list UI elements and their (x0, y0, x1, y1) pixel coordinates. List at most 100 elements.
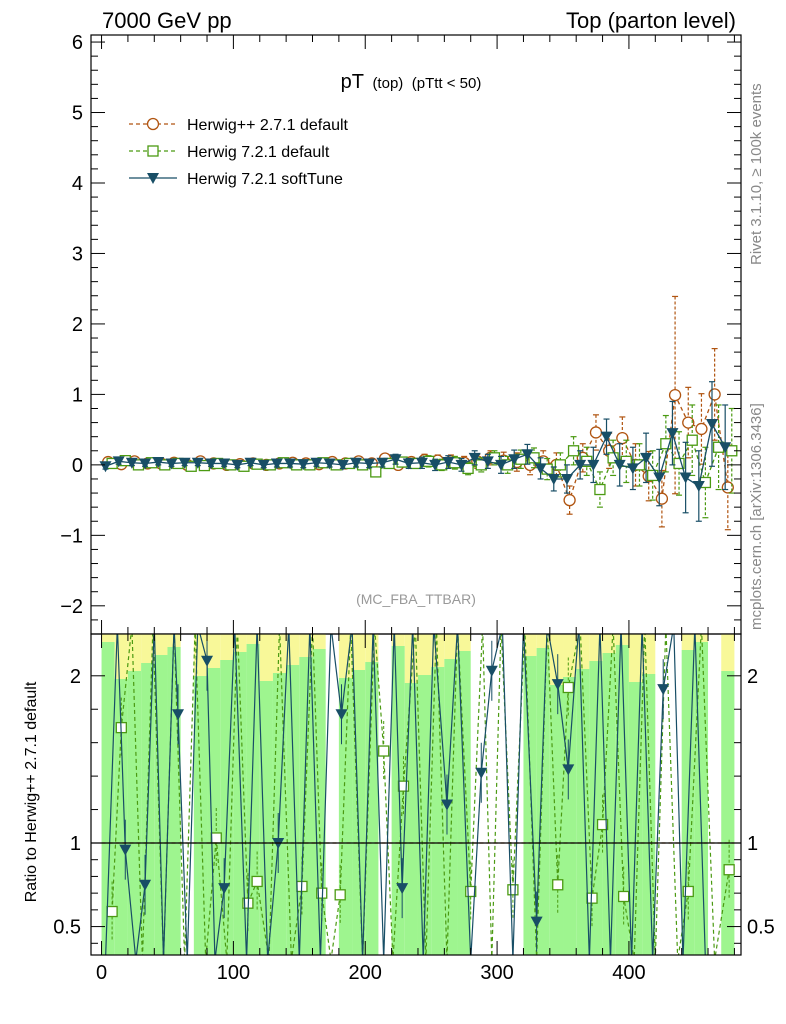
legend-marker (147, 145, 159, 157)
ratio-panel: 0.5 0.5 1 1 2 2 0 100 200 300 400 Ratio to Herwig… (23, 633, 775, 984)
y-tick-label: 4 (72, 173, 83, 195)
ratio-y-tick-label-right: 0.5 (747, 917, 775, 939)
ratio-point (210, 832, 222, 844)
data-point (567, 445, 580, 457)
ratio-point (251, 875, 263, 888)
data-point (686, 434, 698, 446)
band-green (127, 671, 142, 955)
band-yellow (220, 634, 234, 660)
data-point (442, 457, 455, 469)
band-green (523, 656, 537, 955)
mcplots-label: mcplots.cern.ch [arXiv:1306.3436] (748, 403, 765, 630)
data-point (402, 458, 415, 470)
y-tick-label: 3 (72, 243, 83, 265)
data-point (244, 457, 257, 469)
band-yellow (154, 634, 168, 655)
ratio-point (172, 709, 185, 721)
data-point (666, 428, 679, 440)
ratio-point (397, 780, 410, 792)
data-point (508, 454, 521, 466)
data-point (185, 460, 197, 472)
ratio-point (119, 844, 132, 856)
x-tick-label: 300 (480, 962, 513, 984)
data-point (613, 459, 626, 471)
data-point (554, 459, 567, 471)
ratio-point (507, 884, 519, 896)
data-point (429, 459, 442, 471)
band-green (589, 661, 603, 955)
ratio-point (562, 681, 574, 694)
data-point (589, 426, 603, 439)
ratio-point (335, 709, 348, 721)
band-green (286, 665, 300, 955)
band-green (576, 669, 590, 955)
ratio-series-line (111, 634, 730, 955)
ratio-series-square (106, 634, 735, 955)
ratio-point (440, 799, 453, 811)
data-point (389, 454, 402, 466)
band-yellow (549, 634, 564, 685)
plot-title-main: pT (341, 71, 364, 93)
data-point (534, 463, 547, 475)
band-green (563, 677, 577, 955)
data-point (660, 438, 672, 450)
ratio-point (596, 818, 609, 831)
data-point (376, 457, 389, 469)
data-point (626, 463, 639, 475)
y-tick-label: −1 (60, 525, 83, 547)
ratio-ylabel: Ratio to Herwig++ 2.7.1 default (23, 681, 40, 902)
data-point (607, 452, 619, 464)
band-yellow (444, 634, 458, 659)
y-tick-label: 6 (72, 32, 83, 54)
data-point (560, 473, 573, 485)
ratio-point (106, 905, 118, 918)
y-tick-label: 0 (72, 455, 83, 477)
x-tick-label: 0 (96, 962, 107, 984)
data-point (204, 458, 217, 470)
band-yellow (523, 634, 537, 656)
band-yellow (721, 634, 735, 671)
ratio-point (682, 885, 694, 898)
ratio-point (316, 887, 328, 899)
band-yellow (417, 634, 432, 675)
data-point (178, 457, 191, 469)
data-point (191, 457, 204, 469)
data-point (705, 418, 718, 430)
y-tick-label: 1 (72, 384, 83, 406)
data-point (455, 459, 468, 471)
band-yellow (615, 634, 629, 645)
band-yellow (312, 634, 326, 649)
data-point (481, 456, 494, 468)
data-point (708, 388, 721, 401)
x-tick-label: 400 (612, 962, 645, 984)
data-point (594, 483, 606, 496)
ratio-y-tick-label: 2 (70, 666, 81, 688)
series-line (105, 422, 726, 488)
data-point (152, 457, 165, 469)
data-point (547, 473, 560, 485)
data-point (468, 452, 481, 464)
band-green (167, 647, 181, 955)
data-point (521, 449, 534, 461)
data-point (587, 459, 600, 471)
ratio-point (552, 879, 564, 891)
plot-title-sub1: (top) (372, 75, 403, 92)
band-yellow (101, 634, 115, 642)
data-point (563, 493, 576, 507)
band-yellow (127, 634, 142, 671)
data-point (640, 452, 653, 464)
data-point (692, 481, 705, 493)
data-point (682, 416, 695, 429)
data-point (310, 457, 323, 469)
ratio-point (201, 655, 214, 667)
data-point (719, 442, 732, 454)
data-point (370, 466, 382, 478)
ratio-point (530, 916, 543, 928)
data-point (655, 492, 669, 505)
band-green (721, 671, 735, 955)
ratio-point (657, 684, 670, 696)
plot-title-sub2: (pTtt < 50) (412, 75, 482, 92)
band-green (431, 667, 445, 955)
data-point (284, 458, 297, 470)
data-point (462, 462, 474, 475)
